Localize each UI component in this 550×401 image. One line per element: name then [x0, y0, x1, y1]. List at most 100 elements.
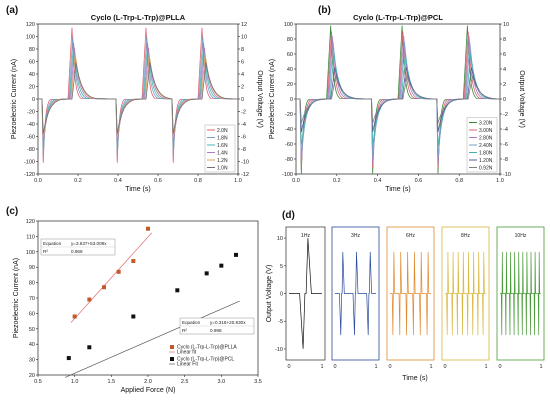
waveform-10Hz: [500, 251, 541, 336]
r2-value: 0.968: [71, 249, 83, 254]
x-tick-label: 1: [539, 364, 542, 370]
x-tick-label: 1: [484, 364, 487, 370]
y2-tick-label: 10: [241, 35, 247, 41]
y-tick-label: 60: [287, 52, 293, 58]
legend-fit-label: Linear fit: [177, 350, 197, 356]
x-axis-label: Time (s): [385, 186, 410, 193]
y-tick-label: -5: [278, 319, 283, 325]
y2-tick-label: 6: [503, 52, 506, 58]
y2-axis-label: Output Voltage (V): [256, 70, 263, 128]
series-line-0.92N: [296, 74, 501, 124]
y-tick-label: 100: [26, 35, 35, 41]
y2-tick-label: -6: [241, 135, 246, 141]
y-tick-label: 40: [29, 342, 35, 348]
y2-tick-label: -10: [241, 160, 249, 166]
y-tick-label: -20: [27, 110, 35, 116]
x-tick-label: 0: [388, 364, 391, 370]
y2-tick-label: 12: [241, 22, 247, 28]
y-tick-label: 10: [277, 236, 283, 242]
data-point: [72, 314, 77, 319]
y-axis-label: Piezoelectric Current (nA): [11, 59, 18, 139]
y-axis-label: Output Voltage (V): [266, 265, 273, 323]
panel-a-chart: Cyclo (L-Trp-L-Trp)@PLLA 0.0 0.2 0.4 0.6 0.8 1…: [11, 13, 263, 193]
x-tick-label: 0.0: [34, 178, 42, 184]
y2-tick-label: 8: [241, 47, 244, 53]
x-tick-label: 0: [443, 364, 446, 370]
panel-a-label: (a): [6, 5, 18, 16]
x-tick-label: 2.5: [181, 379, 189, 385]
subplot-frame: [386, 226, 435, 361]
subplot-frame: [285, 226, 326, 361]
y-axis-label: Piezoelectric Current (nA): [13, 258, 20, 338]
y-tick-label: 100: [284, 22, 293, 28]
data-point: [234, 252, 238, 257]
x-tick-label: 0.5: [34, 379, 42, 385]
y2-tick-label: -10: [503, 172, 511, 178]
legend-label: 3.00N: [479, 128, 493, 134]
legend-fit-label: Linear Fit: [177, 362, 198, 368]
y2-tick-label: -2: [503, 112, 508, 118]
y2-axis-label: Output Voltage (V): [518, 70, 525, 128]
y-tick-label: 20: [29, 85, 35, 91]
subplot-label: 1Hz: [301, 233, 310, 239]
x-tick-label: 0: [333, 364, 336, 370]
data-point: [219, 263, 224, 268]
equation-label: Equation: [182, 320, 201, 325]
chart-title: Cyclo (L-Trp-L-Trp)@PCL: [353, 13, 443, 22]
y2-tick-label: 6: [241, 60, 244, 66]
chart-title: Cyclo (L-Trp-L-Trp)@PLLA: [91, 13, 186, 22]
waveform-1Hz: [289, 238, 322, 349]
y-tick-label: -100: [282, 172, 293, 178]
y-tick-label: -80: [27, 147, 35, 153]
x-tick-label: 0.4: [374, 178, 382, 184]
x-tick-label: 0: [498, 364, 501, 370]
y2-tick-label: 2: [503, 82, 506, 88]
panel-b-chart: Cyclo (L-Trp-L-Trp)@PCL 0.0 0.2 0.4 0.6 0.8 1.…: [269, 13, 525, 193]
legend-label: 1.4N: [217, 150, 228, 156]
r2-value: 0.998: [210, 328, 222, 333]
x-tick-label: 1.0: [496, 178, 504, 184]
y2-tick-label: 4: [503, 67, 506, 73]
data-point: [146, 226, 150, 231]
legend-label: 3.20N: [479, 120, 493, 126]
panel-c-label: (c): [6, 206, 18, 217]
y-tick-label: 50: [29, 327, 35, 333]
x-tick-label: 1.0: [234, 178, 242, 184]
x-tick-label: 0.2: [333, 178, 341, 184]
y-tick-label: 80: [29, 47, 35, 53]
equation-value: y=3.637+53.008x: [71, 241, 107, 246]
y-tick-label: -100: [24, 160, 35, 166]
legend-label: Cyclo (L-Trp-L-Trp)@PLLA: [177, 345, 237, 351]
legend-label: 2.0N: [217, 128, 228, 134]
legend-label: 1.6N: [217, 143, 228, 149]
x-tick-label: 1.0: [71, 379, 79, 385]
waveform-3Hz: [335, 251, 376, 336]
y2-tick-label: -8: [241, 147, 246, 153]
x-tick-label: 2.0: [144, 379, 152, 385]
data-point: [87, 297, 92, 302]
subplot-label: 8Hz: [461, 233, 470, 239]
x-tick-label: 0: [287, 364, 290, 370]
equation-label: Equation: [43, 241, 62, 246]
subplot-label: 6Hz: [406, 233, 415, 239]
data-point: [66, 356, 71, 361]
y-tick-label: 120: [26, 219, 35, 225]
y2-tick-label: 0: [503, 97, 506, 103]
y2-tick-label: -2: [241, 110, 246, 116]
legend-label: 2.80N: [479, 135, 493, 141]
subplot-label: 3Hz: [351, 233, 360, 239]
y-tick-label: -80: [285, 157, 293, 163]
legend-label: 2.40N: [479, 143, 493, 149]
y-tick-label: 0: [32, 97, 35, 103]
y2-tick-label: -4: [503, 127, 508, 133]
x-tick-label: 0.6: [154, 178, 162, 184]
y-tick-label: 60: [29, 311, 35, 317]
y-tick-label: 40: [29, 72, 35, 78]
y-tick-label: 0: [280, 292, 283, 298]
legend-label: 1.20N: [479, 158, 493, 164]
data-point: [87, 345, 92, 350]
legend-label: Cyclo (L-Trp-L-Trp)@PCL: [177, 357, 234, 363]
waveform-8Hz: [445, 251, 486, 336]
y2-tick-label: 8: [503, 37, 506, 43]
